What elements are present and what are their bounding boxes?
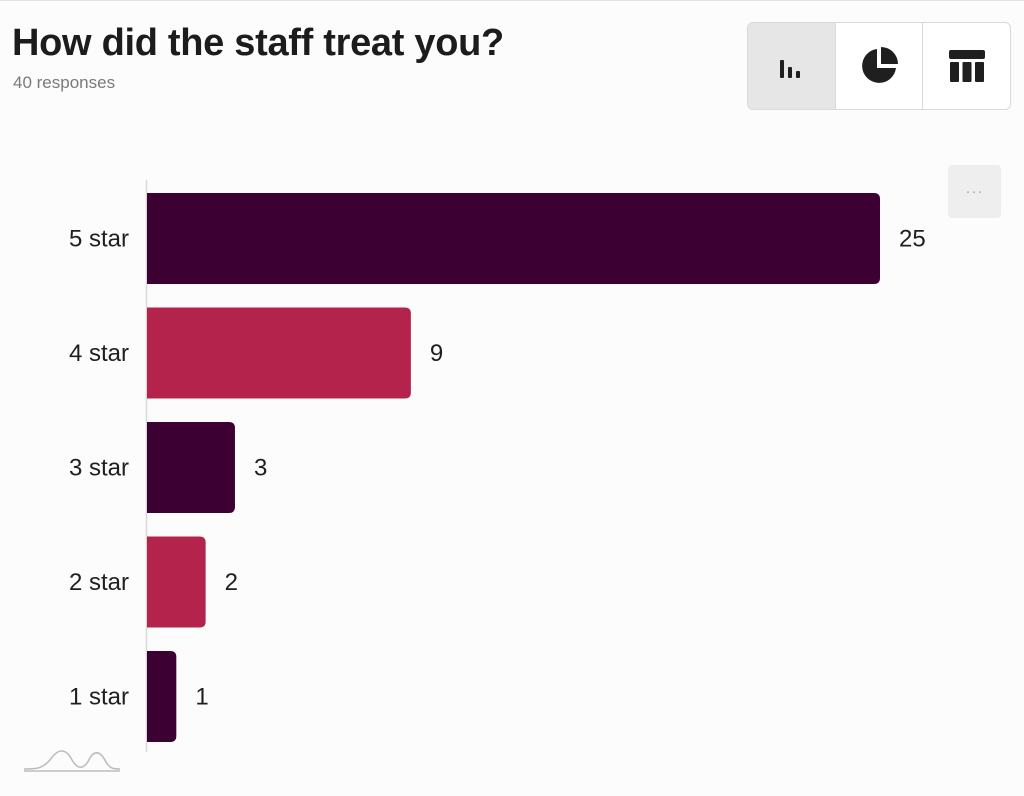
table-view-button[interactable] bbox=[923, 23, 1010, 109]
bar-4-star[interactable] bbox=[147, 307, 411, 399]
brand-logo-icon bbox=[23, 750, 121, 772]
value-label-2-star: 2 bbox=[225, 569, 238, 596]
category-label-1-star: 1 star bbox=[69, 684, 129, 711]
table-icon bbox=[948, 50, 985, 82]
category-label-4-star: 4 star bbox=[69, 340, 129, 367]
category-label-2-star: 2 star bbox=[69, 569, 129, 596]
response-count: 40 responses bbox=[13, 73, 116, 92]
category-label-5-star: 5 star bbox=[69, 226, 129, 253]
more-options-button[interactable]: ··· bbox=[948, 165, 1001, 218]
bar-chart-icon bbox=[780, 60, 801, 78]
top-divider bbox=[0, 0, 1024, 1]
value-label-4-star: 9 bbox=[430, 340, 443, 367]
value-label-1-star: 1 bbox=[195, 684, 208, 711]
value-label-5-star: 25 bbox=[899, 226, 926, 253]
chart-view-toggle bbox=[747, 22, 1011, 110]
page-title: How did the staff treat you? bbox=[12, 22, 504, 64]
pie-chart-view-button[interactable] bbox=[836, 23, 924, 109]
bar-1-star[interactable] bbox=[147, 651, 177, 742]
bar-3-star[interactable] bbox=[147, 422, 235, 513]
value-label-3-star: 3 bbox=[254, 455, 267, 482]
category-label-3-star: 3 star bbox=[69, 455, 129, 482]
bar-chart-view-button[interactable] bbox=[748, 23, 836, 109]
pie-chart-icon bbox=[862, 47, 898, 83]
bar-2-star[interactable] bbox=[147, 536, 206, 628]
bar-5-star[interactable] bbox=[147, 193, 880, 284]
more-icon: ··· bbox=[965, 183, 984, 200]
